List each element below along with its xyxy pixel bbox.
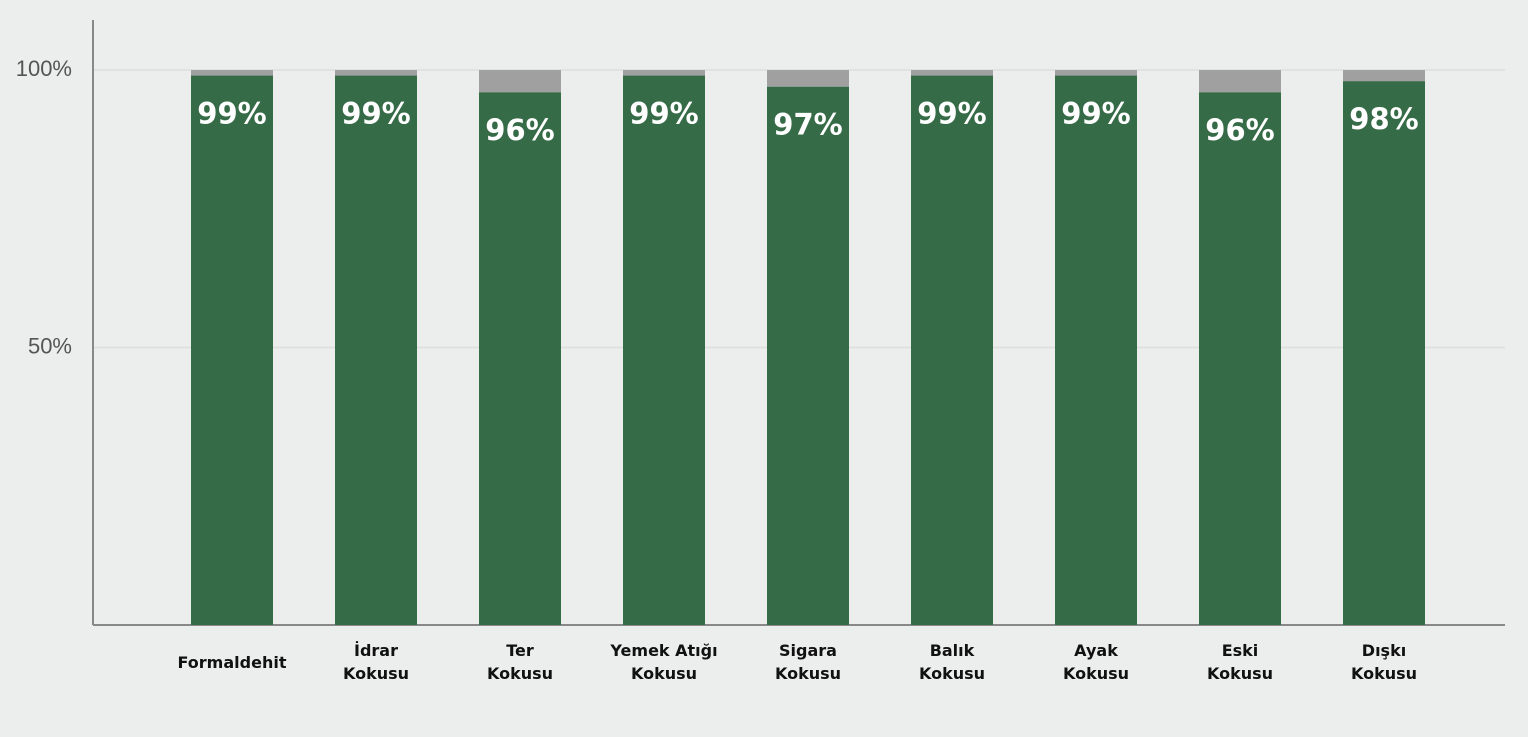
value-label: 96% xyxy=(1205,113,1274,147)
value-label: 99% xyxy=(629,97,698,131)
bar-segment xyxy=(1055,75,1137,626)
y-tick-label: 50% xyxy=(28,333,72,358)
bar-segment xyxy=(191,70,273,76)
x-tick-label: Balık Kokusu xyxy=(918,641,986,683)
bar-segment xyxy=(623,70,705,76)
bar-segment xyxy=(767,86,849,625)
bar-segment xyxy=(1199,92,1281,625)
value-label: 98% xyxy=(1349,102,1418,136)
value-label: 99% xyxy=(917,97,986,131)
bar-segment xyxy=(911,70,993,76)
bar-segment xyxy=(1199,70,1281,93)
x-tick-label: Ayak Kokusu xyxy=(1062,641,1130,683)
bar-segment xyxy=(1343,81,1425,626)
value-label: 99% xyxy=(1061,97,1130,131)
y-tick-label: 100% xyxy=(16,56,72,81)
x-tick-label: Sigara Kokusu xyxy=(774,641,842,683)
bar-segment xyxy=(623,75,705,626)
bar-segment xyxy=(479,70,561,93)
x-tick-label: Eski Kokusu xyxy=(1206,641,1274,683)
value-label: 99% xyxy=(197,97,266,131)
bar-segment xyxy=(1055,70,1137,76)
bar-segment xyxy=(479,92,561,625)
value-label: 99% xyxy=(341,97,410,131)
bar-segment xyxy=(335,70,417,76)
bar-segment xyxy=(767,70,849,87)
x-tick-label: Dışkı Kokusu xyxy=(1350,641,1418,683)
bar-segment xyxy=(191,75,273,626)
bar-segment xyxy=(335,75,417,626)
value-label: 96% xyxy=(485,113,554,147)
bar-segment xyxy=(911,75,993,626)
bar-segment xyxy=(1343,70,1425,82)
value-label: 97% xyxy=(773,108,842,142)
x-tick-label: Ter Kokusu xyxy=(486,641,554,683)
x-tick-label: Formaldehit xyxy=(177,652,287,672)
x-tick-label: İdrar Kokusu xyxy=(342,641,410,683)
x-tick-label: Yemek Atığı Kokusu xyxy=(610,641,718,683)
